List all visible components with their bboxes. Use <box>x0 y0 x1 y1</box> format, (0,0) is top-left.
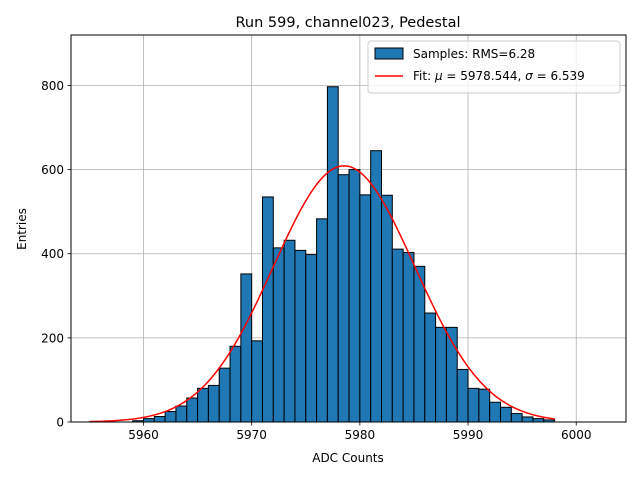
histogram-bar <box>359 194 372 423</box>
histogram-bar <box>305 254 318 423</box>
chart-title: Run 599, channel023, Pedestal <box>235 15 460 31</box>
histogram-bar <box>467 387 480 423</box>
x-axis-ticks: 5960 5970 5980 5990 6000 <box>128 422 592 442</box>
histogram-bar <box>240 273 253 423</box>
legend: Samples: RMS=6.28 Fit: μ = 5978.544, σ =… <box>367 40 621 94</box>
histogram-bar <box>229 345 242 423</box>
histogram-bar <box>153 416 166 423</box>
histogram-bar <box>218 367 231 423</box>
plot-frame <box>70 34 627 423</box>
histogram-bar <box>500 406 512 423</box>
histogram-bar <box>413 265 426 423</box>
histogram-bar <box>272 247 285 423</box>
histogram-bar <box>402 251 415 423</box>
y-tick-label: 400 <box>41 247 64 261</box>
histogram-bar <box>424 312 437 423</box>
histogram-bar <box>489 401 502 423</box>
histogram-bar <box>142 418 155 423</box>
histogram-bar <box>294 249 307 423</box>
histogram-bar <box>326 86 339 423</box>
histogram-bar <box>380 194 393 423</box>
histogram-bar <box>207 384 220 423</box>
x-tick-label: 5990 <box>453 428 484 442</box>
histogram-bar <box>251 340 263 423</box>
x-tick-label: 6000 <box>561 428 592 442</box>
x-tick-label: 5980 <box>345 428 376 442</box>
legend-fit-label: Fit: μ = 5978.544, σ = 6.539 <box>413 69 585 83</box>
histogram-bar <box>197 387 209 423</box>
histogram-bar <box>521 416 534 423</box>
y-tick-label: 200 <box>41 331 64 345</box>
histogram-bar <box>478 388 491 423</box>
histogram-bar <box>164 410 177 423</box>
histogram-bar <box>261 196 274 423</box>
y-tick-label: 0 <box>56 416 64 430</box>
y-tick-label: 600 <box>41 163 64 177</box>
histogram-bar <box>456 368 469 423</box>
histogram-bar <box>337 174 350 423</box>
x-tick-label: 5970 <box>236 428 267 442</box>
histogram-bar <box>316 218 328 423</box>
y-axis-label: Entries <box>15 208 29 250</box>
legend-box <box>367 40 621 94</box>
x-tick-label: 5960 <box>128 428 159 442</box>
histogram-bar <box>391 248 404 423</box>
histogram-bar <box>186 397 199 423</box>
histogram-bar <box>510 413 523 423</box>
x-axis-label: ADC Counts <box>312 451 384 465</box>
histogram-bar <box>532 418 545 423</box>
histogram-bar <box>175 405 188 423</box>
histogram-bar <box>283 239 296 423</box>
y-axis-ticks: 0 200 400 600 800 <box>41 79 71 430</box>
legend-histogram-label: Samples: RMS=6.28 <box>413 47 535 61</box>
gaussian-fit-curve <box>89 165 555 423</box>
legend-histogram-swatch <box>374 47 404 60</box>
histogram-bar <box>348 169 361 423</box>
y-tick-label: 800 <box>41 79 64 93</box>
histogram-bar <box>435 326 447 423</box>
